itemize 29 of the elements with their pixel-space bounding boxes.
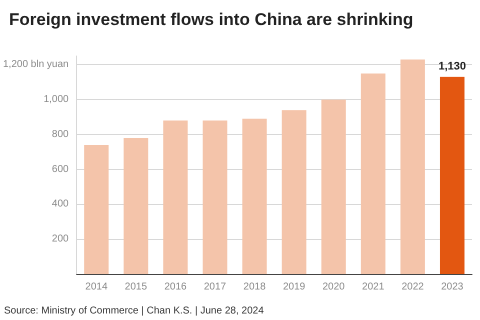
y-tick-label: 1,200 bln yuan <box>2 59 69 70</box>
x-tick-label: 2021 <box>362 282 385 292</box>
x-tick-label: 2014 <box>85 282 108 292</box>
x-tick-label: 2022 <box>402 282 424 292</box>
y-tick-label: 600 <box>52 164 70 175</box>
bar <box>440 76 464 274</box>
bar <box>400 59 425 274</box>
y-tick-label: 400 <box>52 198 70 210</box>
bar <box>124 138 148 274</box>
bar <box>163 120 188 274</box>
y-tick-label: 800 <box>52 128 70 140</box>
x-tick-label: 2017 <box>204 282 227 292</box>
bar <box>360 73 386 274</box>
x-tick-label: 2023 <box>441 282 464 292</box>
x-tick-label: 2020 <box>322 282 346 292</box>
data-label: 1,130 <box>438 60 466 72</box>
bar <box>202 120 228 274</box>
bar <box>282 110 306 274</box>
bar <box>242 118 267 274</box>
x-tick-label: 2018 <box>243 282 266 292</box>
chart-title: Foreign investment flows into China are shrinking <box>9 10 414 29</box>
y-tick-label: 200 <box>52 234 70 245</box>
x-tick-label: 2015 <box>124 282 148 292</box>
bar <box>84 144 109 274</box>
text: 1,000 <box>44 94 69 106</box>
bar <box>321 100 346 274</box>
source-note: Source: Ministry of Commerce | Chan K.S. | June 28, 2024 <box>4 306 264 316</box>
x-tick-label: 2016 <box>164 282 188 292</box>
x-tick-label: 2019 <box>282 282 306 292</box>
